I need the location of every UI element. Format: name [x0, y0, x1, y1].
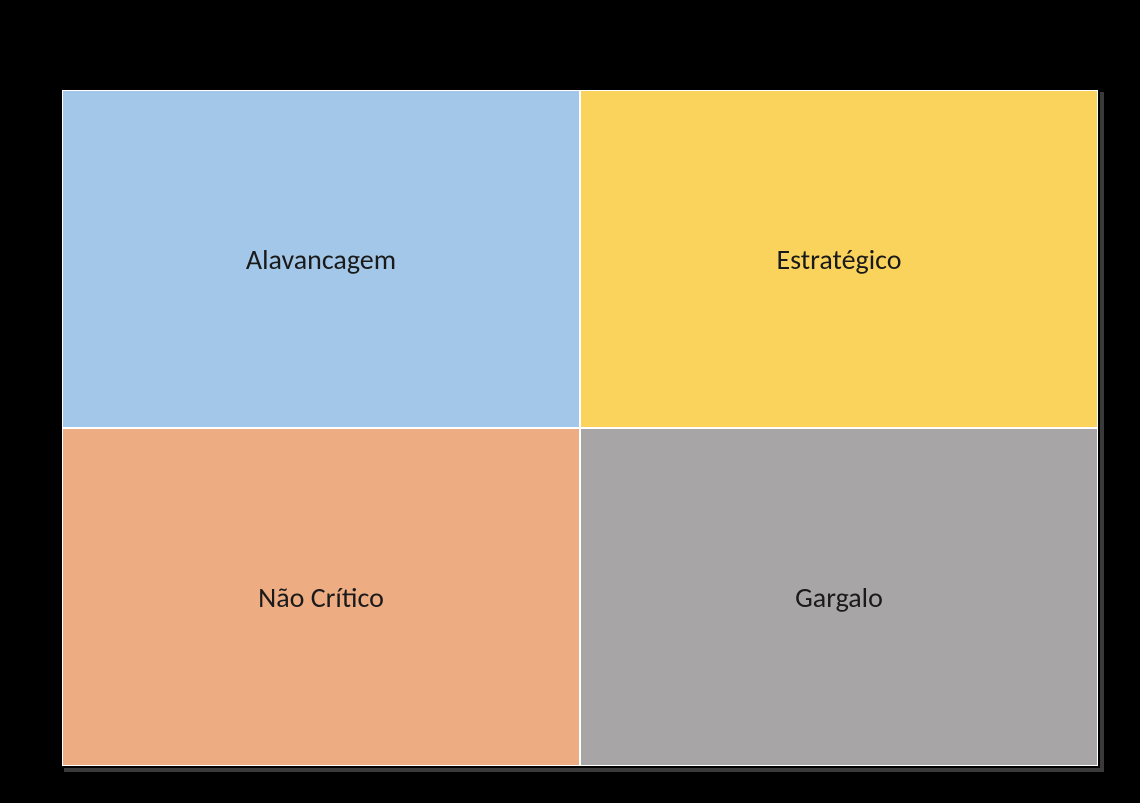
- quadrant-label: Estratégico: [776, 242, 901, 277]
- quadrant-top-right: Estratégico: [580, 90, 1098, 428]
- quadrant-top-left: Alavancagem: [62, 90, 580, 428]
- quadrant-bottom-left: Não Crítico: [62, 428, 580, 766]
- quadrant-label: Não Crítico: [258, 580, 384, 615]
- quadrant-bottom-right: Gargalo: [580, 428, 1098, 766]
- quadrant-label: Alavancagem: [246, 242, 396, 277]
- kraljic-matrix: Alavancagem Estratégico Não Crítico Garg…: [60, 88, 1100, 768]
- quadrant-label: Gargalo: [795, 580, 883, 615]
